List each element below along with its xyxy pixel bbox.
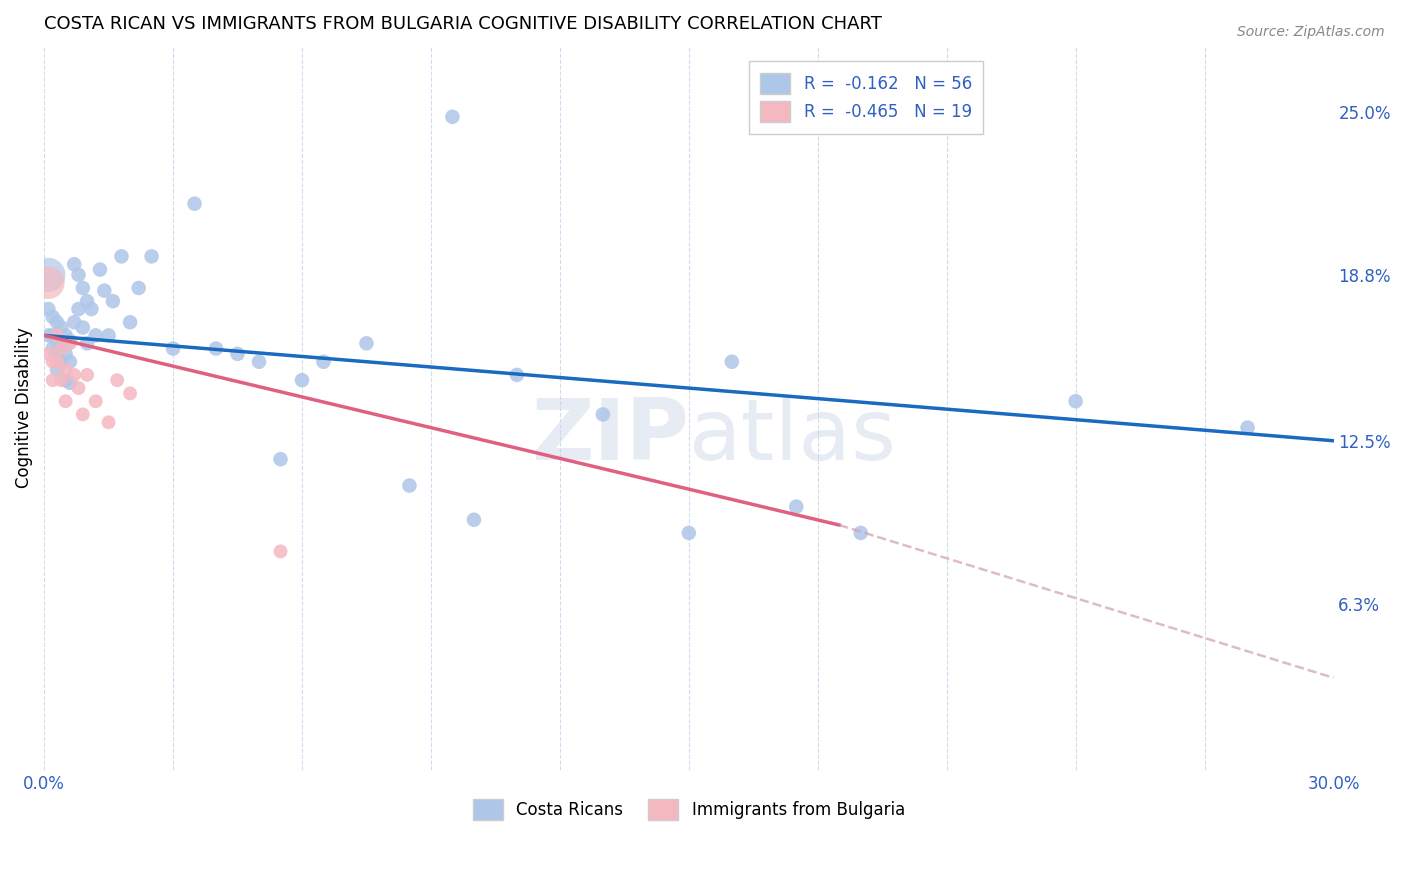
Point [72, 281, 94, 295]
Point [59, 336, 82, 351]
Point [46, 334, 69, 348]
Point [51, 320, 73, 334]
Point [506, 368, 529, 382]
Point [720, 355, 742, 369]
Point [46, 315, 69, 329]
Point [678, 525, 700, 540]
Point [291, 373, 314, 387]
Point [63, 368, 86, 382]
Point [67, 268, 90, 282]
Point [105, 373, 128, 387]
Point [120, 386, 142, 401]
Point [72, 320, 94, 334]
Point [141, 249, 163, 263]
Point [37, 301, 59, 316]
Point [93, 284, 115, 298]
Point [37, 268, 59, 282]
Point [76, 294, 98, 309]
Point [51, 342, 73, 356]
Point [63, 257, 86, 271]
Point [46, 362, 69, 376]
Point [41, 342, 63, 356]
Point [183, 196, 205, 211]
Point [463, 513, 485, 527]
Point [356, 336, 378, 351]
Point [312, 355, 335, 369]
Point [398, 478, 420, 492]
Text: atlas: atlas [689, 395, 897, 478]
Point [226, 347, 249, 361]
Point [51, 373, 73, 387]
Point [205, 342, 228, 356]
Point [785, 500, 807, 514]
Point [67, 381, 90, 395]
Point [97, 415, 120, 429]
Point [120, 315, 142, 329]
Point [270, 544, 292, 558]
Point [84, 394, 107, 409]
Point [76, 336, 98, 351]
Point [51, 355, 73, 369]
Point [41, 355, 63, 369]
Point [76, 368, 98, 382]
Point [55, 362, 77, 376]
Point [1236, 420, 1258, 434]
Point [46, 347, 69, 361]
Text: ZIP: ZIP [531, 395, 689, 478]
Point [41, 310, 63, 324]
Point [270, 452, 292, 467]
Point [592, 408, 614, 422]
Point [55, 394, 77, 409]
Point [97, 328, 120, 343]
Text: COSTA RICAN VS IMMIGRANTS FROM BULGARIA COGNITIVE DISABILITY CORRELATION CHART: COSTA RICAN VS IMMIGRANTS FROM BULGARIA … [44, 15, 882, 33]
Point [59, 334, 82, 348]
Y-axis label: Cognitive Disability: Cognitive Disability [15, 327, 32, 488]
Text: Source: ZipAtlas.com: Source: ZipAtlas.com [1237, 25, 1385, 39]
Point [55, 328, 77, 343]
Point [37, 347, 59, 361]
Point [162, 342, 184, 356]
Point [1064, 394, 1087, 409]
Point [37, 276, 59, 290]
Point [89, 262, 111, 277]
Point [41, 328, 63, 343]
Point [46, 355, 69, 369]
Point [247, 355, 270, 369]
Point [51, 336, 73, 351]
Point [63, 315, 86, 329]
Point [37, 328, 59, 343]
Point [441, 110, 464, 124]
Point [55, 347, 77, 361]
Point [84, 328, 107, 343]
Point [80, 301, 103, 316]
Legend: Costa Ricans, Immigrants from Bulgaria: Costa Ricans, Immigrants from Bulgaria [467, 792, 911, 827]
Point [72, 408, 94, 422]
Point [46, 328, 69, 343]
Point [41, 373, 63, 387]
Point [849, 525, 872, 540]
Point [128, 281, 150, 295]
Point [59, 355, 82, 369]
Point [101, 294, 124, 309]
Point [67, 301, 90, 316]
Point [110, 249, 132, 263]
Point [55, 373, 77, 387]
Point [59, 376, 82, 390]
